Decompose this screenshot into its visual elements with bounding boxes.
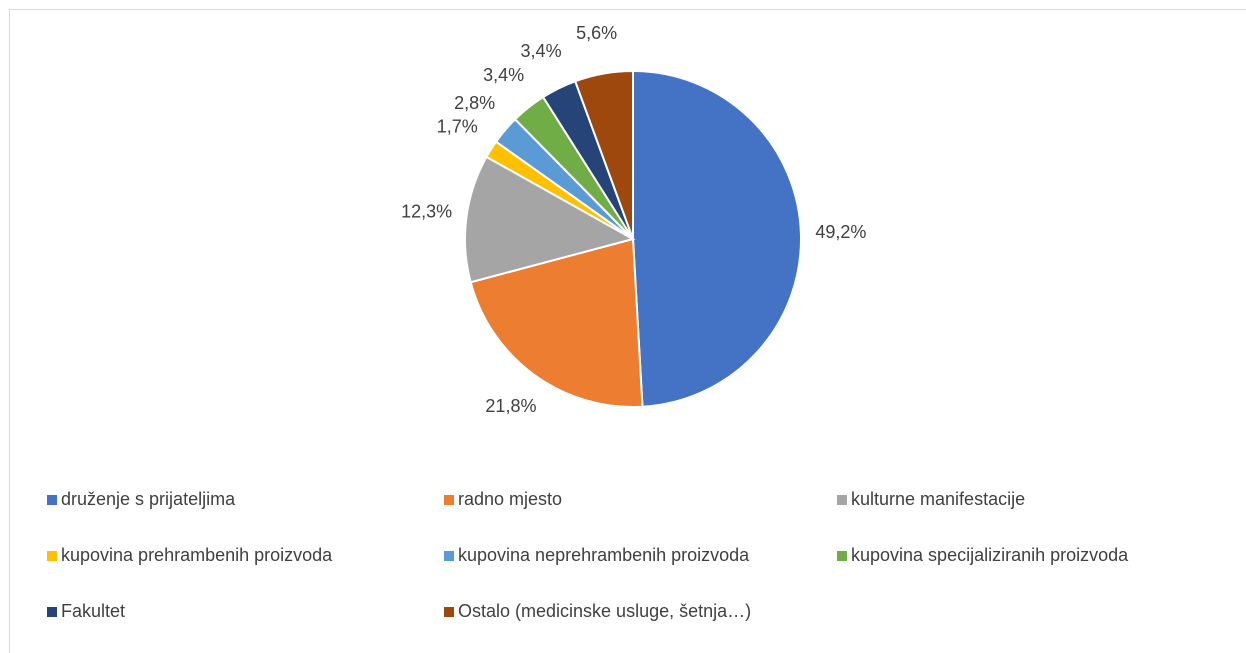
- data-label: 21,8%: [485, 396, 536, 416]
- data-label: 3,4%: [483, 65, 524, 85]
- legend-swatch: [837, 551, 847, 561]
- legend-swatch: [444, 495, 454, 505]
- pie-slice: [469, 237, 644, 408]
- data-label: 5,6%: [576, 23, 617, 43]
- chart-frame: [9, 9, 1246, 653]
- legend-swatch: [444, 607, 454, 617]
- pie-slice: [464, 155, 636, 284]
- legend-label: Fakultet: [61, 601, 125, 621]
- data-label: 1,7%: [437, 116, 478, 136]
- data-label: 12,3%: [401, 202, 452, 222]
- legend-label: kulturne manifestacije: [851, 489, 1025, 509]
- legend-swatch: [47, 495, 57, 505]
- legend-swatch: [837, 495, 847, 505]
- legend-label: kupovina neprehrambenih proizvoda: [458, 545, 750, 565]
- legend-swatch: [444, 551, 454, 561]
- legend-swatch: [47, 607, 57, 617]
- legend-label: Ostalo (medicinske usluge, šetnja…): [458, 601, 751, 621]
- data-label: 49,2%: [815, 222, 866, 242]
- data-label: 3,4%: [521, 41, 562, 61]
- legend-label: kupovina specijaliziranih proizvoda: [851, 545, 1129, 565]
- legend-label: kupovina prehrambenih proizvoda: [61, 545, 333, 565]
- legend-label: radno mjesto: [458, 489, 562, 509]
- pie-slice: [632, 69, 802, 408]
- legend-label: druženje s prijateljima: [61, 489, 236, 509]
- legend-swatch: [47, 551, 57, 561]
- pie-slice: [573, 69, 634, 240]
- data-label: 2,8%: [454, 93, 495, 113]
